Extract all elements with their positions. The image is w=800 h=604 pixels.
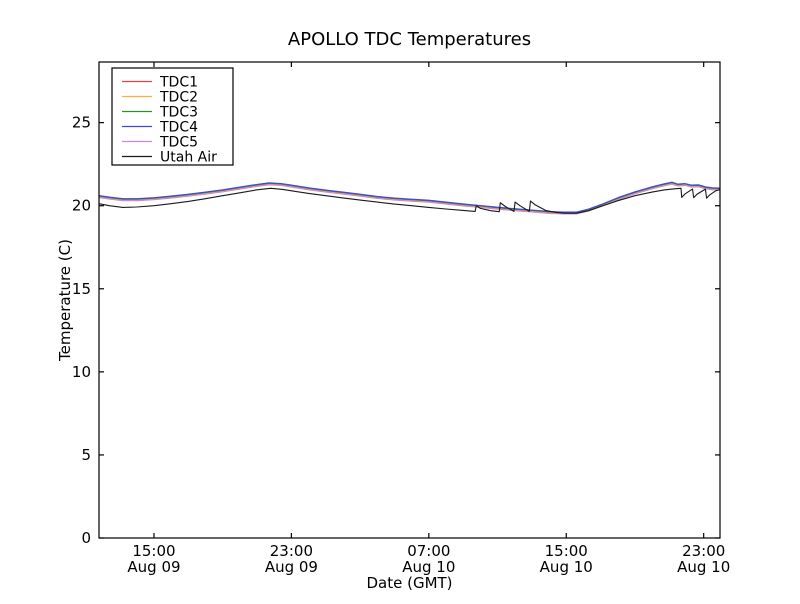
series-line-tdc4 [98, 181, 721, 213]
legend-label-tdc5: TDC5 [159, 135, 198, 151]
x-tick-date: Aug 10 [402, 558, 455, 576]
x-tick-time: 15:00 [545, 542, 588, 560]
series-line-utah-air [98, 187, 721, 214]
x-tick-date: Aug 10 [677, 558, 730, 576]
series-lines [98, 181, 721, 215]
y-axis-label: Temperature (C) [56, 239, 74, 361]
x-tick-date: Aug 10 [540, 558, 593, 576]
y-tick-label: 10 [72, 363, 91, 381]
x-tick-time: 07:00 [407, 542, 450, 560]
legend-label-tdc4: TDC4 [159, 120, 198, 136]
x-axis-label: Date (GMT) [366, 574, 453, 592]
x-tick-time: 15:00 [132, 542, 175, 560]
y-tick-label: 15 [72, 280, 91, 298]
y-tick-label: 5 [81, 446, 91, 464]
chart-title: APOLLO TDC Temperatures [287, 29, 532, 50]
legend-label-tdc2: TDC2 [159, 90, 198, 106]
x-tick-date: Aug 09 [265, 558, 318, 576]
series-line-tdc5 [98, 183, 721, 215]
x-tick-time: 23:00 [682, 542, 725, 560]
legend-label-tdc1: TDC1 [159, 75, 198, 91]
y-tick-label: 0 [81, 529, 91, 547]
plot-frame [98, 61, 721, 539]
legend-label-utah-air: Utah Air [160, 150, 217, 166]
x-tick-time: 23:00 [270, 542, 313, 560]
x-tick-date: Aug 09 [127, 558, 180, 576]
y-tick-label: 20 [72, 197, 91, 215]
y-tick-label: 25 [72, 114, 91, 132]
legend-label-tdc3: TDC3 [159, 105, 198, 121]
